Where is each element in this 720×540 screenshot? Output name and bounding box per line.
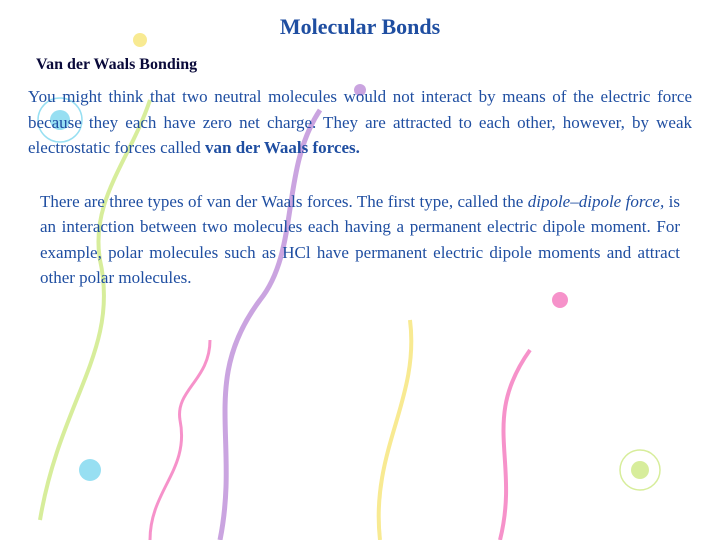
slide-content: Molecular Bonds Van der Waals Bonding Yo…	[0, 0, 720, 291]
slide-title: Molecular Bonds	[28, 14, 692, 40]
para1-text: You might think that two neutral molecul…	[28, 87, 692, 157]
paragraph-2: There are three types of van der Waals f…	[28, 189, 692, 291]
para2-italic: dipole–dipole force,	[528, 192, 664, 211]
paragraph-1: You might think that two neutral molecul…	[28, 84, 692, 161]
section-subtitle: Van der Waals Bonding	[36, 56, 692, 74]
para2-before: There are three types of van der Waals f…	[40, 192, 528, 211]
para1-bold: van der Waals forces.	[205, 138, 360, 157]
